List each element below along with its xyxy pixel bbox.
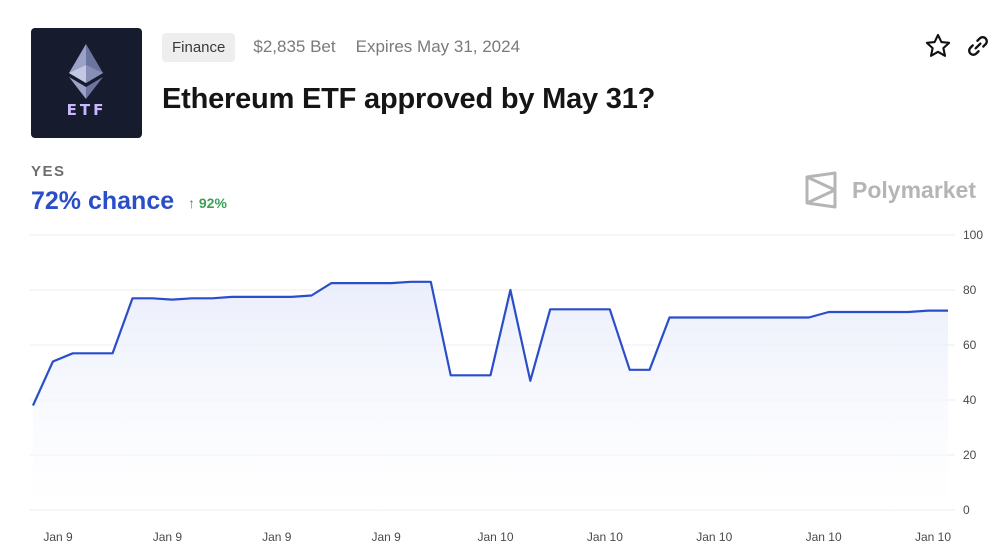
polymarket-logo-icon [805,171,837,209]
x-tick-label: Jan 10 [477,530,513,544]
x-tick-label: Jan 9 [153,530,183,544]
price-chart: 100 80 60 40 20 0 Jan 9 Jan 9 Jan 9 Jan 9 Jan 10 J… [30,228,983,544]
thumbnail-label: ETF [66,101,107,119]
category-tag[interactable]: Finance [162,32,236,62]
x-tick-label: Jan 10 [915,530,951,544]
ethereum-diamond-icon [69,44,103,99]
x-tick-label: Jan 9 [43,530,73,544]
y-tick-label: 20 [963,448,977,462]
market-meta-row: Finance $2,835 Bet Expires May 31, 2024 [162,32,540,62]
share-link-button[interactable] [964,32,992,60]
market-thumbnail: ETF [31,28,142,138]
star-icon [925,33,951,57]
y-tick-label: 0 [963,503,970,517]
x-tick-label: Jan 10 [806,530,842,544]
market-title: Ethereum ETF approved by May 31? [162,83,656,115]
expiry-text: Expires May 31, 2024 [355,37,521,56]
series-line [31,280,948,406]
favorite-button[interactable] [924,32,952,60]
series-area [33,281,948,510]
x-tick-label: Jan 9 [371,530,401,544]
brand-name: Polymarket [852,176,977,203]
outcome-label: YES [31,163,66,180]
y-tick-label: 100 [963,228,983,242]
link-icon [968,36,988,56]
y-tick-label: 80 [963,283,977,297]
x-tick-label: Jan 10 [696,530,732,544]
y-tick-label: 40 [963,393,977,407]
change-indicator: ↑ 92% [188,195,227,211]
brand-watermark: Polymarket [804,170,976,210]
x-tick-label: Jan 9 [262,530,292,544]
y-tick-label: 60 [963,338,977,352]
chance-value: 72% chance [31,187,175,215]
volume-text: $2,835 Bet [253,37,336,56]
x-tick-label: Jan 10 [587,530,623,544]
